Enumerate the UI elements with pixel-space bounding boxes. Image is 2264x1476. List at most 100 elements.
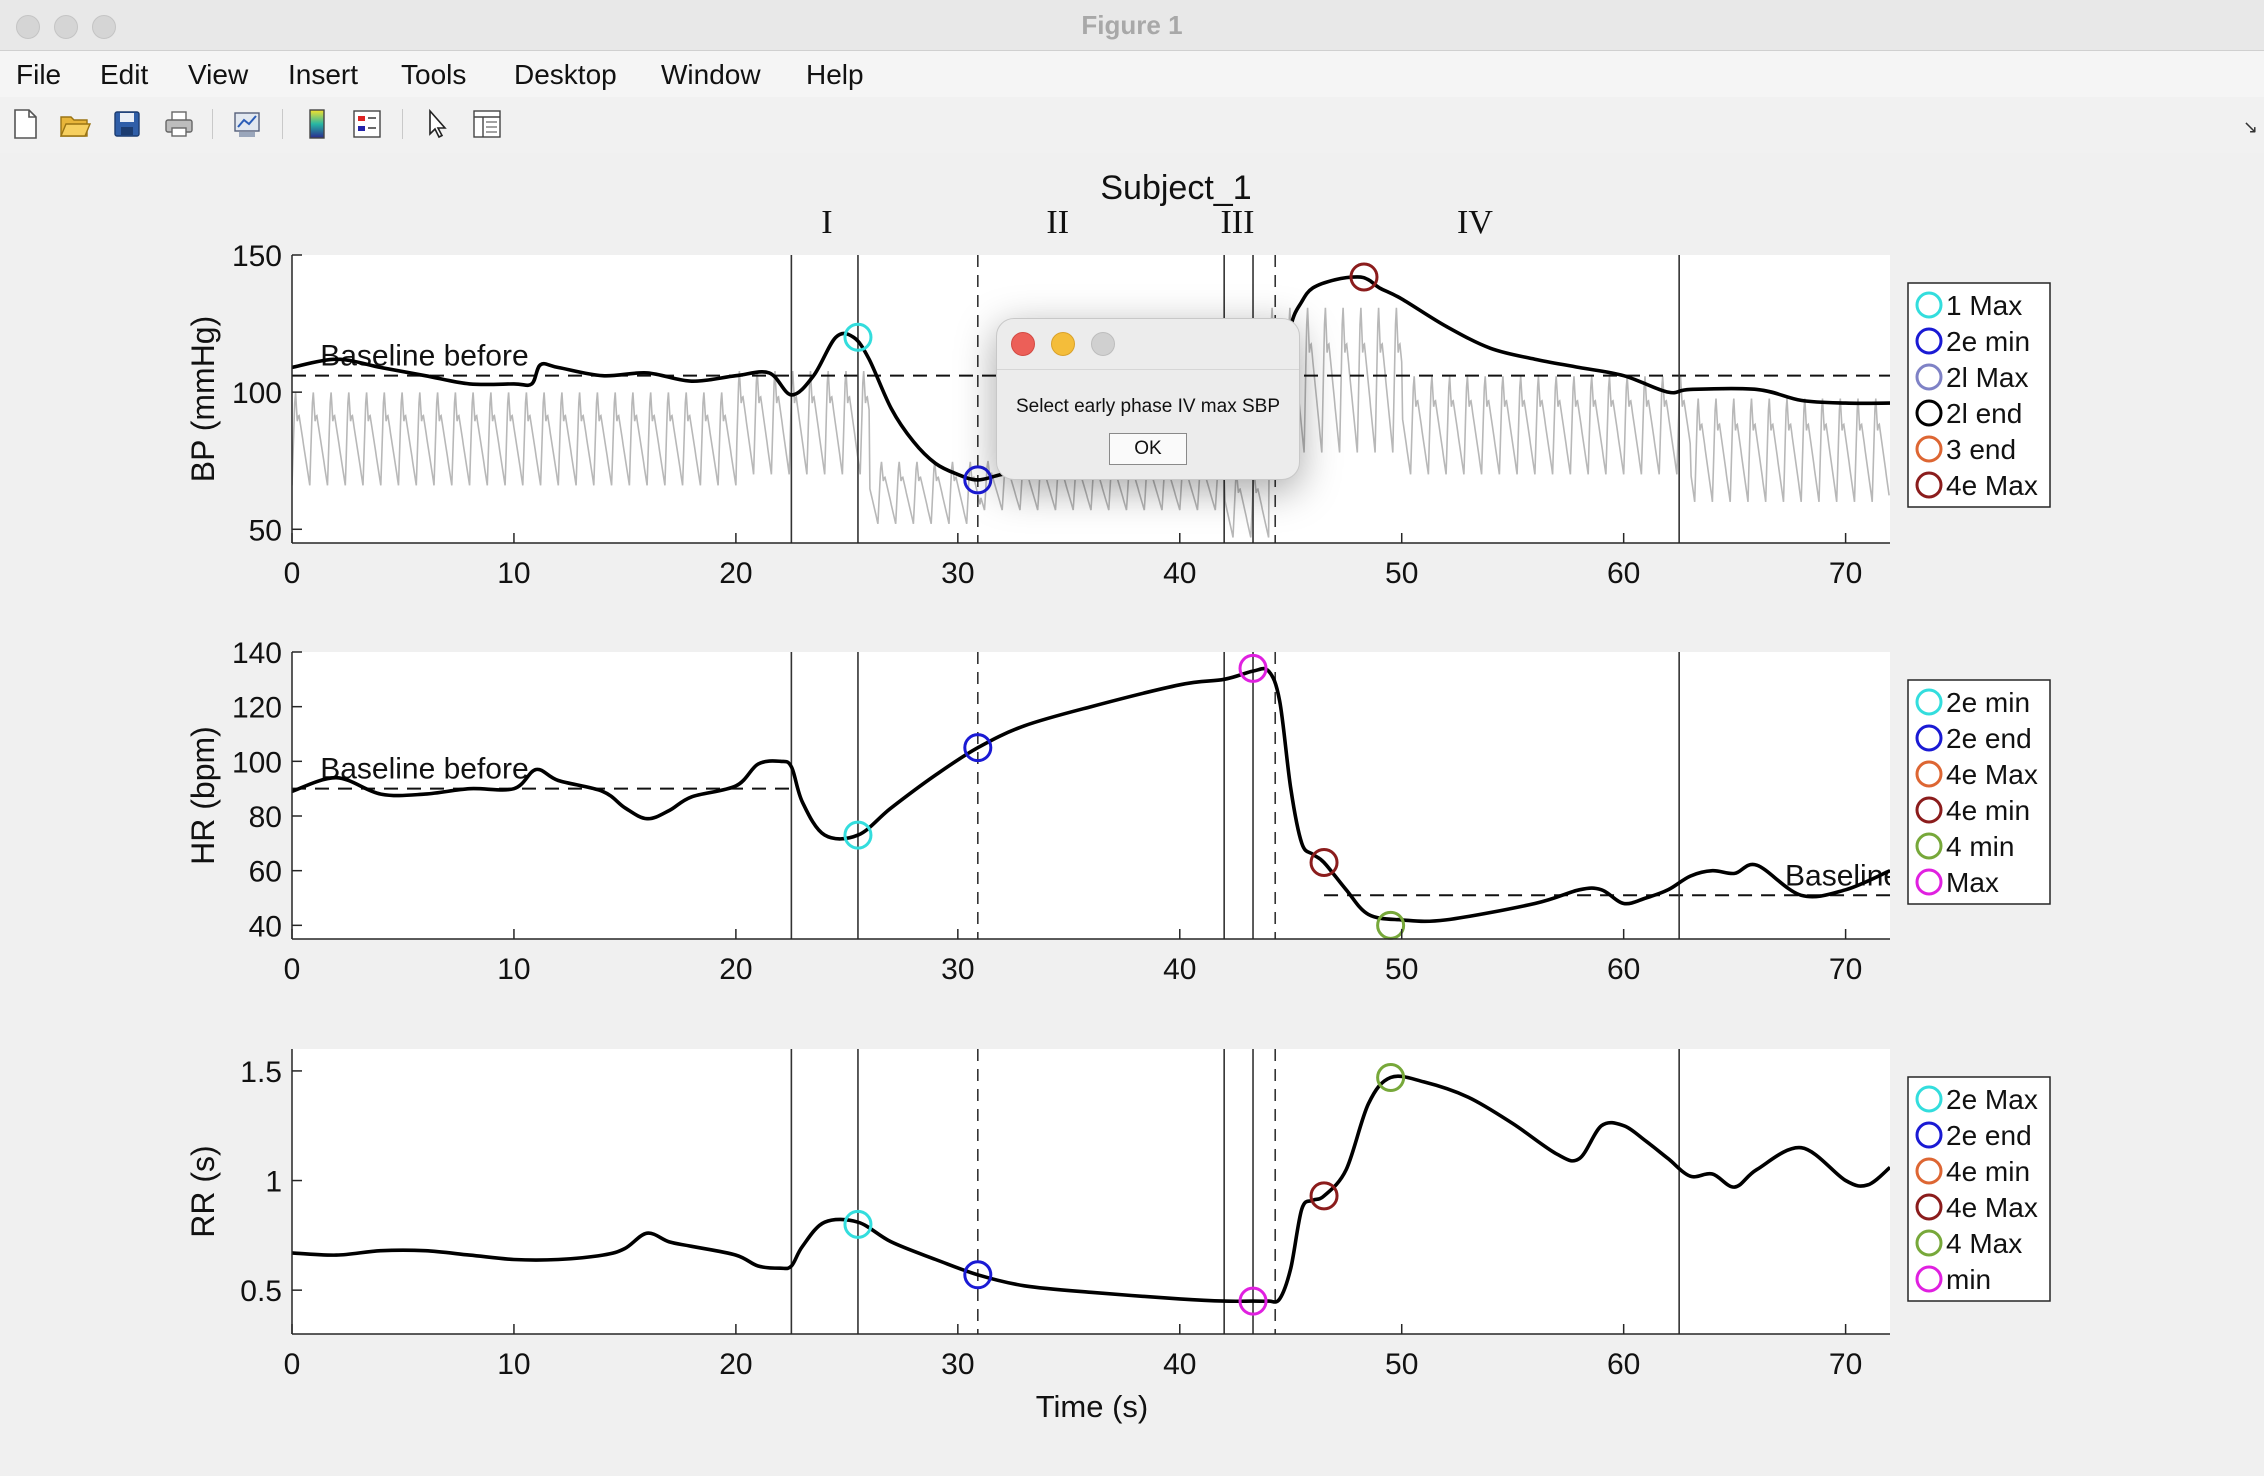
hr-legend-entry: 4e Max xyxy=(1946,759,2038,790)
new-figure-icon[interactable] xyxy=(8,107,42,141)
figure-title: Subject_1 xyxy=(1100,169,1251,207)
hr-y-axis-label: HR (bpm) xyxy=(185,726,221,865)
bp-legend-swatch xyxy=(1915,363,1943,391)
rr-marker-point[interactable] xyxy=(1238,1286,1268,1316)
print-icon[interactable] xyxy=(162,107,196,141)
hr-y-tick-label: 100 xyxy=(232,746,282,779)
rr-legend-entry: 4e Max xyxy=(1946,1192,2038,1223)
rr-y-tick-label: 0.5 xyxy=(240,1275,282,1308)
rr-marker-point[interactable] xyxy=(963,1260,993,1290)
hr-marker-point[interactable] xyxy=(963,733,993,763)
dialog-divider xyxy=(997,369,1299,370)
property-inspector-icon[interactable] xyxy=(470,107,504,141)
ok-button[interactable]: OK xyxy=(1109,433,1187,465)
hr-legend-entry: 2e end xyxy=(1946,723,2032,754)
rr-legend-swatch xyxy=(1915,1121,1943,1149)
rr-x-tick-label: 20 xyxy=(719,1348,752,1381)
rr-axes: 0 10 20 30 40 50 60 70 0.5 1 1.5 RR (s) 2e Max 2e end… xyxy=(185,1049,2051,1381)
bp-legend-box xyxy=(1907,282,2051,508)
hr-axes: Baseline before Baseline 0 10 20 30 40 50 60 70 40… xyxy=(185,637,2051,986)
rr-legend-swatch xyxy=(1915,1265,1943,1293)
menu-help[interactable]: Help xyxy=(806,59,864,90)
dialog-minimize-button[interactable] xyxy=(1051,332,1075,356)
menu-insert[interactable]: Insert xyxy=(288,59,359,90)
bp-x-tick-label: 70 xyxy=(1829,557,1862,590)
hr-marker-point[interactable] xyxy=(1238,653,1268,683)
hr-marker-point[interactable] xyxy=(843,820,873,850)
bp-marker-point[interactable] xyxy=(963,465,993,495)
rr-x-tick-label: 50 xyxy=(1385,1348,1418,1381)
phase-label-3: III xyxy=(1220,204,1254,241)
hr-series-line xyxy=(292,666,1890,924)
rr-plot-area[interactable] xyxy=(292,1049,1890,1334)
rr-x-tick-label: 0 xyxy=(284,1348,301,1381)
rr-marker-point[interactable] xyxy=(1376,1063,1406,1092)
bp-legend-entry: 2l Max xyxy=(1946,362,2028,393)
bp-axes: Baseline before 0 10 20 30 40 50 60 70 50 100 150 BP… xyxy=(185,240,2051,590)
menu-window[interactable]: Window xyxy=(661,59,761,90)
hr-x-tick-label: 10 xyxy=(497,953,530,986)
menu-desktop[interactable]: Desktop xyxy=(514,59,617,90)
open-file-icon[interactable] xyxy=(58,107,92,141)
bp-legend-entry: 2e min xyxy=(1946,326,2030,357)
bp-x-tick-label: 40 xyxy=(1163,557,1196,590)
rr-x-tick-label: 60 xyxy=(1607,1348,1640,1381)
hr-legend-swatch xyxy=(1915,760,1943,788)
bp-legend-entry: 1 Max xyxy=(1946,290,2022,321)
bp-y-tick-label: 50 xyxy=(249,514,282,547)
colorbar-icon[interactable] xyxy=(300,107,334,141)
rr-y-tick-label: 1.5 xyxy=(240,1056,282,1089)
legend-icon[interactable] xyxy=(350,107,384,141)
rr-legend-swatch xyxy=(1915,1157,1943,1185)
hr-baseline-label: Baseline xyxy=(1785,859,1900,892)
bp-y-axis-label: BP (mmHg) xyxy=(185,316,221,483)
bp-legend-swatch xyxy=(1915,471,1943,499)
bp-x-tick-label: 50 xyxy=(1385,557,1418,590)
hr-plot-area[interactable] xyxy=(292,652,1890,939)
bp-baseline-label: Baseline before xyxy=(320,340,528,373)
rr-legend-entry: 2e end xyxy=(1946,1120,2032,1151)
toolbar-separator xyxy=(212,109,213,139)
menu-tools[interactable]: Tools xyxy=(401,59,467,90)
rr-legend-swatch xyxy=(1915,1229,1943,1257)
hr-legend-swatch xyxy=(1915,868,1943,896)
zoom-window-button[interactable] xyxy=(92,15,116,39)
rr-legend-entry: 4 Max xyxy=(1946,1228,2022,1259)
save-icon[interactable] xyxy=(110,107,144,141)
hr-x-tick-label: 70 xyxy=(1829,953,1862,986)
bp-marker-point[interactable] xyxy=(843,322,873,352)
phase-label-2: II xyxy=(1046,204,1069,241)
bp-x-tick-label: 20 xyxy=(719,557,752,590)
rr-marker-point[interactable] xyxy=(843,1209,873,1239)
dialog-message: Select early phase IV max SBP xyxy=(1015,396,1280,417)
menu-edit[interactable]: Edit xyxy=(100,59,149,90)
menu-file[interactable]: File xyxy=(16,59,62,90)
menu-view[interactable]: View xyxy=(188,59,249,90)
rr-y-axis-label: RR (s) xyxy=(185,1145,221,1237)
hr-x-tick-label: 40 xyxy=(1163,953,1196,986)
hr-x-tick-label: 60 xyxy=(1607,953,1640,986)
bp-legend-swatch xyxy=(1915,435,1943,463)
dialog-close-button[interactable] xyxy=(1011,332,1035,356)
bp-x-tick-label: 10 xyxy=(497,557,530,590)
figure-toolbar: ↘ xyxy=(0,97,2264,154)
bp-legend-entry: 3 end xyxy=(1946,434,2016,465)
hr-marker-point[interactable] xyxy=(1309,847,1339,877)
rr-x-tick-label: 10 xyxy=(497,1348,530,1381)
rr-legend-entry: min xyxy=(1946,1264,1991,1295)
hr-legend-swatch xyxy=(1915,724,1943,752)
bp-marker-point[interactable] xyxy=(1349,262,1379,292)
bp-y-tick-label: 150 xyxy=(232,240,282,273)
window-titlebar: Figure 1 xyxy=(0,0,2264,51)
pointer-icon[interactable] xyxy=(420,107,454,141)
close-window-button[interactable] xyxy=(16,15,40,39)
bp-x-tick-label: 0 xyxy=(284,557,301,590)
minimize-window-button[interactable] xyxy=(54,15,78,39)
link-plot-icon[interactable] xyxy=(230,107,264,141)
rr-legend-box xyxy=(1907,1076,2051,1302)
hr-y-tick-label: 140 xyxy=(232,637,282,670)
hr-legend-entry: 2e min xyxy=(1946,687,2030,718)
dock-arrow-icon[interactable]: ↘ xyxy=(2242,117,2258,137)
rr-marker-point[interactable] xyxy=(1309,1181,1339,1211)
